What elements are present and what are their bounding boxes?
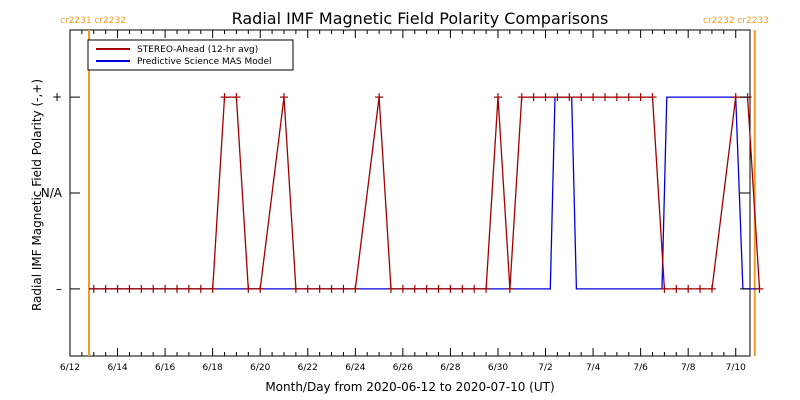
stereo-data-point <box>327 284 336 293</box>
carrington-label-left: cr2231 cr2232 <box>60 16 126 26</box>
stereo-data-point <box>315 284 324 293</box>
stereo-data-point <box>600 93 609 102</box>
stereo-data-point <box>505 284 514 293</box>
stereo-data-point <box>196 284 205 293</box>
y-tick-label: N/A <box>41 186 63 200</box>
stereo-data-point <box>493 93 502 102</box>
stereo-data-point <box>244 284 253 293</box>
stereo-data-point <box>101 284 110 293</box>
carrington-markers <box>88 30 756 356</box>
x-tick-label: 6/28 <box>440 363 460 373</box>
series-mas-line <box>89 96 760 290</box>
x-tick-label: 7/8 <box>681 363 696 373</box>
stereo-data-point <box>541 93 550 102</box>
x-tick-label: 6/26 <box>393 363 413 373</box>
stereo-data-point <box>172 284 181 293</box>
stereo-data-point <box>731 93 740 102</box>
stereo-data-point <box>339 284 348 293</box>
stereo-data-point <box>137 284 146 293</box>
x-tick-label: 7/2 <box>538 363 552 373</box>
stereo-data-point <box>351 284 360 293</box>
stereo-data-point <box>256 284 265 293</box>
stereo-data-point <box>470 284 479 293</box>
stereo-data-point <box>184 284 193 293</box>
stereo-data-point <box>89 284 98 293</box>
stereo-data-point <box>149 284 158 293</box>
stereo-data-point <box>684 284 693 293</box>
stereo-data-point <box>125 284 134 293</box>
stereo-data-point <box>624 93 633 102</box>
axis-layer: 6/12 6/14 6/16 6/18 6/20 6/22 6/24 6/26 6/28 6/30… <box>41 30 750 373</box>
stereo-data-point <box>113 284 122 293</box>
chart-title: Radial IMF Magnetic Field Polarity Compa… <box>232 9 609 28</box>
stereo-data-point <box>458 284 467 293</box>
y-axis-label: Radial IMF Magnetic Field Polarity (-,+) <box>30 79 44 311</box>
x-tick-label: 6/12 <box>60 363 80 373</box>
stereo-data-point <box>303 284 312 293</box>
x-tick-label: 6/24 <box>345 363 365 373</box>
x-tick-label: 6/16 <box>155 363 175 373</box>
stereo-data-point <box>446 284 455 293</box>
stereo-data-point <box>375 93 384 102</box>
x-tick-label: 7/4 <box>586 363 601 373</box>
stereo-data-point <box>422 284 431 293</box>
stereo-data-point <box>482 284 491 293</box>
legend-box <box>87 39 294 71</box>
stereo-data-point <box>386 284 395 293</box>
stereo-data-point <box>279 93 288 102</box>
legend: STEREO-Ahead (12-hr avg) Predictive Scie… <box>87 39 294 71</box>
stereo-data-point <box>660 284 669 293</box>
stereo-data-point <box>577 93 586 102</box>
legend-label-mas: Predictive Science MAS Model <box>137 57 272 67</box>
x-tick-label: 7/6 <box>633 363 648 373</box>
stereo-data-point <box>410 284 419 293</box>
stereo-data-point <box>636 93 645 102</box>
stereo-data-point <box>517 93 526 102</box>
stereo-data-point <box>161 284 170 293</box>
stereo-data-point <box>434 284 443 293</box>
stereo-data-point <box>696 284 705 293</box>
stereo-data-point <box>220 93 229 102</box>
x-axis-label: Month/Day from 2020-06-12 to 2020-07-10 … <box>265 380 554 394</box>
x-tick-label: 6/22 <box>298 363 318 373</box>
x-tick-label: 6/18 <box>203 363 223 373</box>
stereo-data-point <box>529 93 538 102</box>
x-tick-label: 6/30 <box>488 363 508 373</box>
y-tick-label: – <box>56 282 62 296</box>
x-tick-label: 7/10 <box>726 363 746 373</box>
stereo-data-point <box>291 284 300 293</box>
stereo-data-point <box>232 93 241 102</box>
stereo-data-point <box>398 284 407 293</box>
y-tick-label: + <box>52 90 62 104</box>
series-layer <box>89 93 764 293</box>
carrington-label-right: cr2232 cr2233 <box>703 16 769 26</box>
series-stereo-line <box>93 96 761 290</box>
stereo-data-point <box>755 284 764 293</box>
stereo-data-point <box>612 93 621 102</box>
x-tick-label: 6/14 <box>107 363 127 373</box>
legend-label-stereo: STEREO-Ahead (12-hr avg) <box>137 45 258 55</box>
plot-frame <box>69 29 751 357</box>
stereo-data-point <box>589 93 598 102</box>
stereo-data-point <box>672 284 681 293</box>
stereo-data-point <box>648 93 657 102</box>
stereo-data-point <box>208 284 217 293</box>
stereo-data-point <box>565 93 574 102</box>
stereo-data-point <box>553 93 562 102</box>
x-tick-label: 6/20 <box>250 363 270 373</box>
stereo-data-point <box>707 284 716 293</box>
